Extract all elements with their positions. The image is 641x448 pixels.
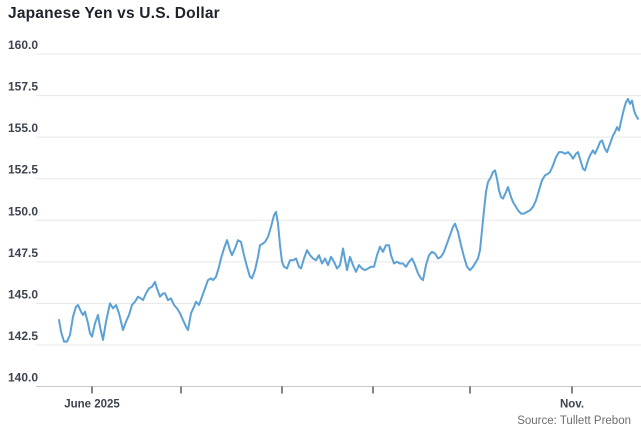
y-tick-label: 145.0	[8, 287, 38, 301]
y-tick-label: 155.0	[8, 121, 38, 135]
y-tick-label: 150.0	[8, 204, 38, 218]
y-tick-label: 140.0	[8, 371, 38, 385]
price-path	[58, 97, 639, 343]
y-tick-label: 147.5	[8, 246, 38, 260]
x-axis: June 2025 Nov.	[36, 386, 641, 411]
source-note: Source: Tullett Prebon	[517, 415, 631, 427]
x-tick-label: June 2025	[64, 399, 120, 411]
y-tick-label: 160.0	[8, 38, 38, 52]
y-tick-label: 157.5	[8, 80, 38, 94]
y-axis-labels: 160.0 157.5 155.0 152.5 150.0 147.5 145.0 142.5…	[8, 38, 38, 385]
price-line	[58, 97, 639, 343]
chart-title: Japanese Yen vs U.S. Dollar	[8, 5, 220, 22]
y-tick-label: 152.5	[8, 163, 38, 177]
x-tick-label: Nov.	[560, 399, 584, 411]
gridlines	[36, 53, 641, 387]
y-tick-label: 142.5	[8, 329, 38, 343]
